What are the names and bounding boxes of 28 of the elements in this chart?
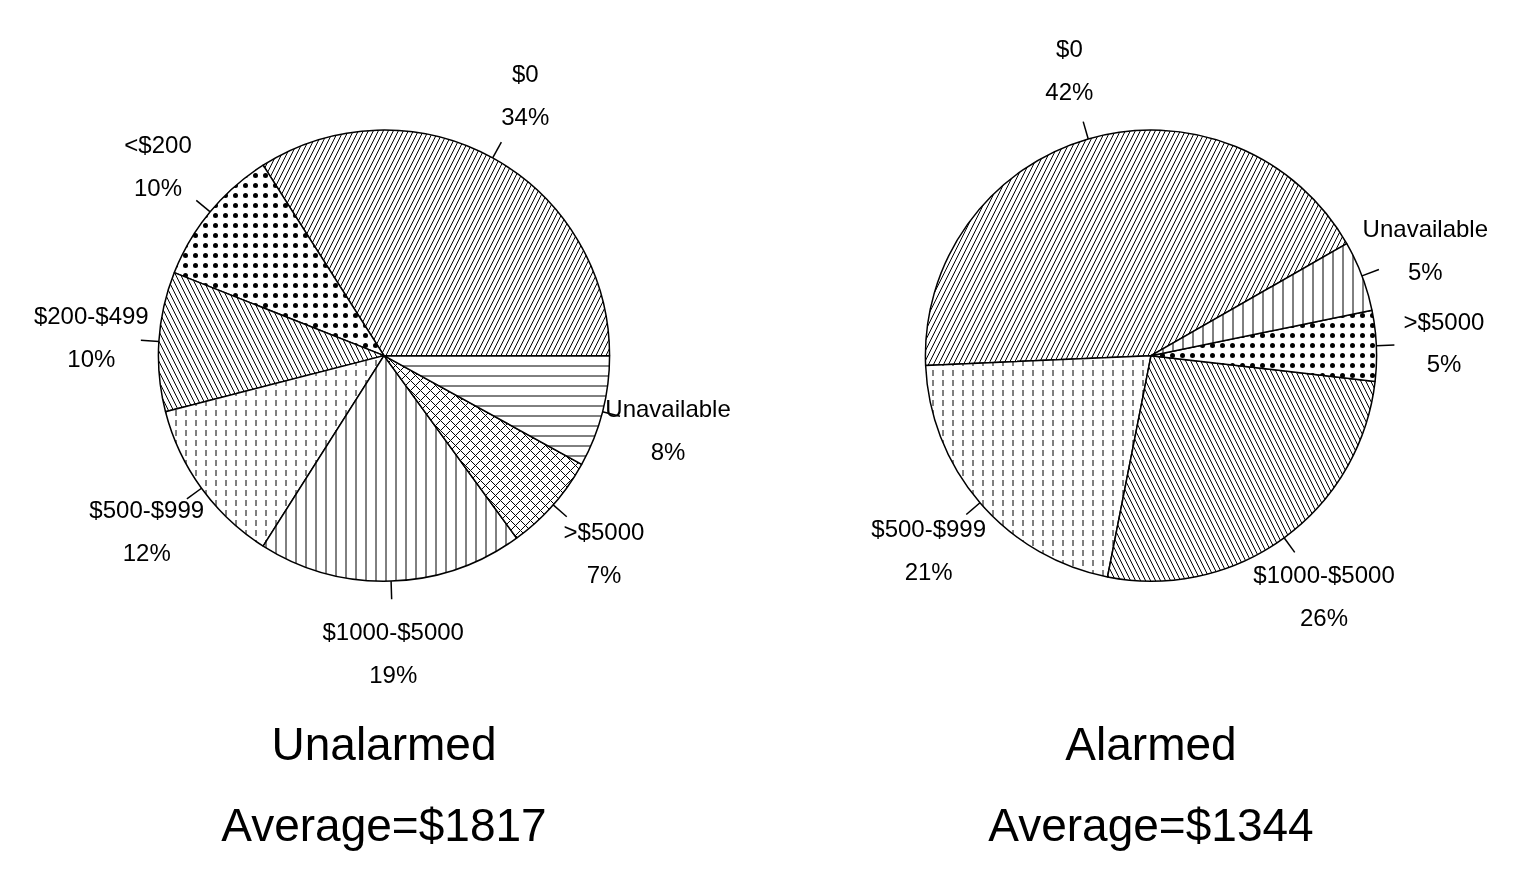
data-label: 7% bbox=[586, 560, 622, 588]
data-label: 42% bbox=[1045, 77, 1094, 105]
data-label: 19% bbox=[369, 661, 418, 689]
slice-label: $1000-$5000 bbox=[322, 618, 464, 646]
data-label: 12% bbox=[122, 538, 171, 566]
data-label: 10% bbox=[134, 173, 183, 201]
slice-label: <$200 bbox=[124, 130, 192, 158]
data-label: 34% bbox=[501, 102, 550, 130]
slice-label: $200-$499 bbox=[33, 302, 149, 330]
slice-label: $1000-$5000 bbox=[1253, 561, 1395, 589]
slice-label: Unavailable bbox=[605, 394, 731, 422]
slice-label: >$5000 bbox=[563, 517, 645, 545]
slice-label: $500-$999 bbox=[871, 514, 987, 542]
data-label: 10% bbox=[67, 344, 116, 372]
data-label: 5% bbox=[1407, 258, 1443, 286]
text: Average=$1817 bbox=[221, 798, 547, 851]
slice-label: $500-$999 bbox=[89, 495, 205, 523]
text: Average=$1344 bbox=[988, 798, 1314, 851]
data-label: 26% bbox=[1300, 604, 1349, 631]
slice-label: >$5000 bbox=[1403, 307, 1485, 335]
slice-label: $0 bbox=[511, 59, 539, 87]
slice-label: $0 bbox=[1056, 34, 1083, 62]
text: Unalarmed bbox=[271, 717, 497, 770]
slice-label: Unavailable bbox=[1362, 215, 1489, 243]
text: Alarmed bbox=[1065, 717, 1237, 770]
data-label: 8% bbox=[650, 437, 686, 465]
data-label: 5% bbox=[1426, 350, 1462, 378]
data-label: 21% bbox=[904, 557, 953, 585]
